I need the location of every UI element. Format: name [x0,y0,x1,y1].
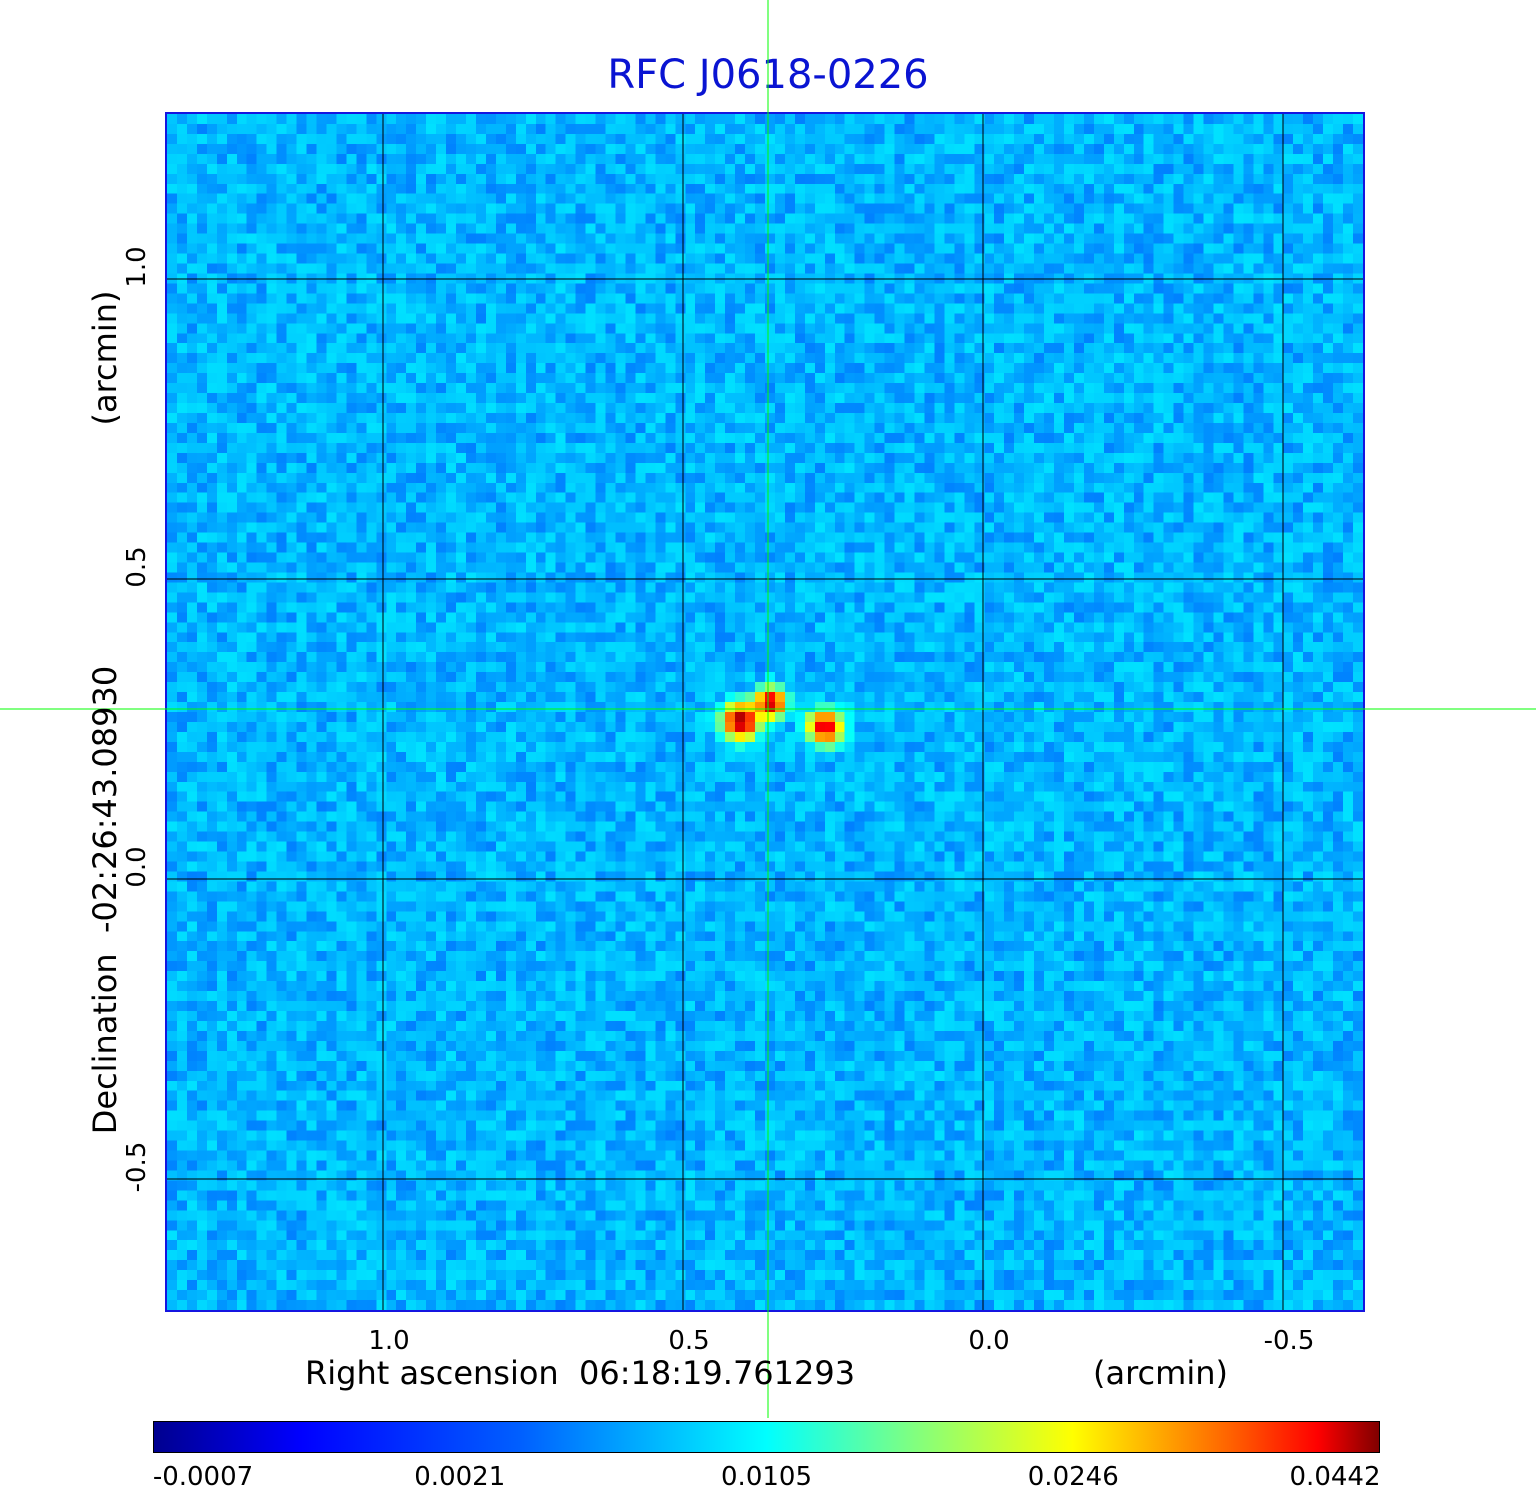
x-tick-label: 0.0 [968,1326,1010,1356]
plot-area [165,112,1365,1312]
x-axis-label: Right ascension 06:18:19.761293 [305,1354,856,1392]
colorbar-tick-label: 0.0246 [1027,1462,1119,1492]
x-tick-label: -0.5 [1263,1326,1315,1356]
y-tick-label: 0.0 [122,846,152,888]
heatmap-image [167,114,1363,1310]
y-axis-label: Declination -02:26:43.08930 [86,665,124,1135]
x-axis-unit: (arcmin) [1093,1354,1228,1392]
colorbar-tick-label: -0.0007 [152,1462,254,1492]
y-tick-label: 1.0 [122,246,152,288]
colorbar [153,1421,1380,1453]
y-tick-label: -0.5 [122,1141,152,1193]
colorbar-tick-label: 0.0442 [1289,1462,1381,1492]
y-axis-unit: (arcmin) [86,290,124,426]
x-tick-label: 1.0 [368,1326,410,1356]
grid-lines [167,114,1363,1310]
colorbar-tick-label: 0.0021 [414,1462,506,1492]
chart-title: RFC J0618-0226 [607,52,929,98]
y-tick-label: 0.5 [122,546,152,588]
x-tick-label: 0.5 [668,1326,710,1356]
colorbar-tick-label: 0.0105 [721,1462,812,1492]
